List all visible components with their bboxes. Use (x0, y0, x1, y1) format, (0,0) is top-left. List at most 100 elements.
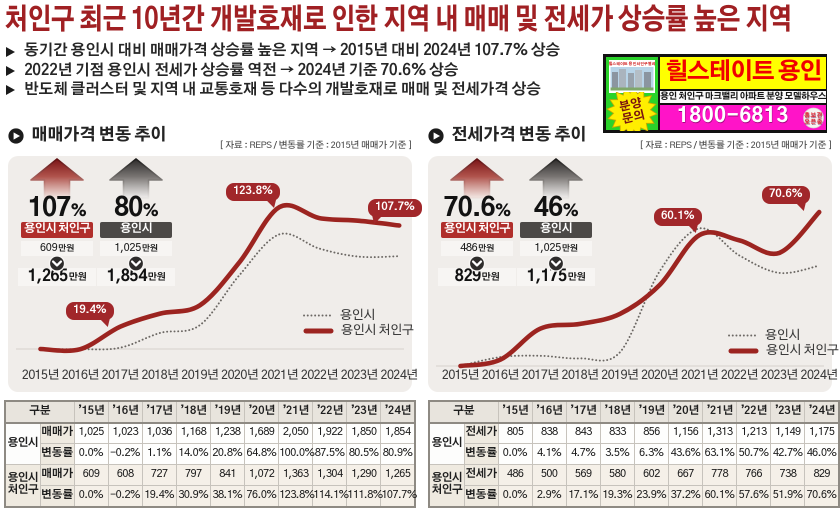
legend-label: 용인시 처인구 (341, 324, 414, 338)
x-axis-label: 2023년 (760, 369, 799, 382)
table-cell: 100.0% (278, 443, 315, 465)
table-cell: 1,175 (804, 422, 840, 444)
x-axis-label: 2015년 (442, 369, 480, 382)
price-to: 1,854 만원 (97, 268, 175, 286)
table-row: 용인시 처인구 전세가 486 500 569 580 602 667 778 766 738 829 (428, 464, 840, 507)
table-cell: -0.2% (107, 443, 143, 465)
chart-callout: 70.6% (762, 186, 810, 204)
chevron-down-circle-icon (547, 254, 565, 272)
table-cell: 23.9% (633, 485, 669, 507)
table-year-header: ’23년 (770, 400, 806, 424)
table-cell: 50.7% (736, 443, 772, 465)
table-metric-header: 매매가 (39, 464, 75, 486)
table-cell: 60.1% (702, 485, 738, 507)
line-chart (436, 209, 824, 369)
table-cell: 0.0% (73, 485, 109, 507)
table-cell: 778 (702, 464, 738, 486)
table-year-header: ’23년 (346, 400, 382, 424)
table-cell: 2,050 (278, 422, 314, 444)
apartment-photo: 힐스테이트 용인처인구밸리 (609, 60, 656, 93)
red-up-arrow-icon (30, 158, 84, 199)
table-cell: 111.8% (346, 485, 383, 507)
chart-panel-1: 70.6% 용인시 처인구 486 만원 829 만원 46% 용인시 1,025 만… (428, 156, 839, 392)
table-cell: 797 (175, 464, 211, 486)
legend-label: 용인시 (340, 308, 375, 322)
table-region-header: 용인시 (4, 422, 41, 465)
table-cell: 43.6% (667, 443, 704, 465)
table-cell: 1,922 (312, 422, 348, 444)
table-corner-header: 구분 (4, 400, 75, 424)
table-year-header: ’19년 (633, 400, 669, 424)
table-cell: 6.3% (633, 443, 669, 465)
x-axis-label: 2021년 (261, 369, 299, 382)
table-cell: 500 (531, 464, 567, 486)
table-cell: 3.5% (599, 443, 635, 465)
table-year-header: ’16년 (531, 400, 567, 424)
x-axis-label: 2016년 (61, 369, 100, 382)
value-transition (468, 254, 486, 278)
table-year-header: ’22년 (736, 400, 772, 424)
region-tag: 용인시 (520, 222, 592, 238)
table-cell: 64.8% (243, 443, 280, 465)
chart-callout: 123.8% (226, 183, 281, 201)
table-row: 변동률 0.0% -0.2% 19.4% 30.9% 38.1% 76.0% 123.8% 11… (5, 485, 418, 507)
table-cell: 80.5% (346, 443, 382, 465)
table-metric-header: 매매가 (39, 422, 75, 444)
legend-item: 용인시 처인구 (303, 324, 414, 340)
table-cell: 17.1% (565, 485, 601, 507)
price-to: 1,265 만원 (18, 268, 96, 286)
value-transition (127, 254, 145, 278)
table-year-header: ’17년 (565, 400, 601, 424)
chevron-down-circle-icon (468, 254, 486, 272)
phone-text: 1800-6813 (677, 107, 789, 127)
x-axis-label: 2021년 (681, 369, 719, 382)
table-cell: 766 (736, 464, 772, 486)
table-cell: 738 (770, 464, 806, 486)
chart-callout: 19.4% (66, 302, 114, 320)
table-year-header: ’16년 (107, 400, 143, 424)
table-cell: 107.7% (380, 485, 418, 507)
table-cell: 123.8% (278, 485, 315, 507)
table-cell: 1,265 (380, 464, 416, 486)
table-cell: 30.9% (175, 485, 211, 507)
table-cell: 1,168 (175, 422, 211, 444)
table-cell: 1,025 (73, 422, 109, 444)
table-cell: 19.3% (599, 485, 635, 507)
table-cell: 46.0% (804, 443, 840, 465)
table-cell: 1,023 (107, 422, 143, 444)
table-cell: 569 (565, 464, 601, 486)
table-cell: 805 (497, 422, 533, 444)
table-cell: 843 (565, 422, 601, 444)
pct-value: 70.6% (443, 197, 511, 222)
table-metric-header: 전세가 (463, 464, 499, 486)
x-axis-label: 2020년 (221, 369, 259, 382)
inquiry-burst: 분양 문의 (606, 85, 658, 138)
table-cell: 1,213 (736, 422, 772, 444)
legend-label: 용인시 (765, 328, 800, 342)
thumb-caption: 힐스테이트 용인처인구밸리 (609, 61, 655, 66)
trend-arrow (108, 158, 164, 205)
table-cell: 114.1% (312, 485, 349, 507)
apartment-thumbnail: 힐스테이트 용인처인구밸리 (609, 60, 656, 93)
table-row: 변동률 0.0% -0.2% 1.1% 14.0% 20.8% 64.8% 100.0% 87.… (5, 443, 416, 465)
table-year-header: ’24년 (804, 400, 840, 424)
table-metric-header: 변동률 (39, 443, 75, 465)
table-cell: 1.1% (141, 443, 177, 465)
chevron-down-circle-icon (127, 254, 145, 272)
ad-banner[interactable]: 힐스테이트 용인처인구밸리 분양 문의 힐스테이트 용인 용인 처인구 마크밸리 … (603, 54, 827, 138)
x-axis-label: 2016년 (481, 369, 520, 382)
ad-phone-number[interactable]: 1800-6813 홍보관 오픈중 (660, 105, 826, 130)
table-year-header: ’19년 (209, 400, 245, 424)
price-to: 829 만원 (438, 268, 516, 286)
table-year-header: ’24년 (380, 400, 416, 424)
x-axis-label: 2020년 (641, 369, 679, 382)
ad-subtitle: 용인 처인구 마크밸리 아파트 분양 모델하우스 (660, 90, 827, 105)
table-cell: 1,313 (702, 422, 738, 444)
table-cell: 1,156 (667, 422, 704, 444)
table-cell: 0.0% (73, 443, 109, 465)
x-axis-label: 2023년 (340, 369, 379, 382)
table-region-header: 용인시 처인구 (428, 464, 465, 507)
source-note: [ 자료 : REPS / 변동률 기준 : 2015년 매매가 기준 ] (219, 141, 412, 150)
table-cell: 37.2% (667, 485, 704, 507)
